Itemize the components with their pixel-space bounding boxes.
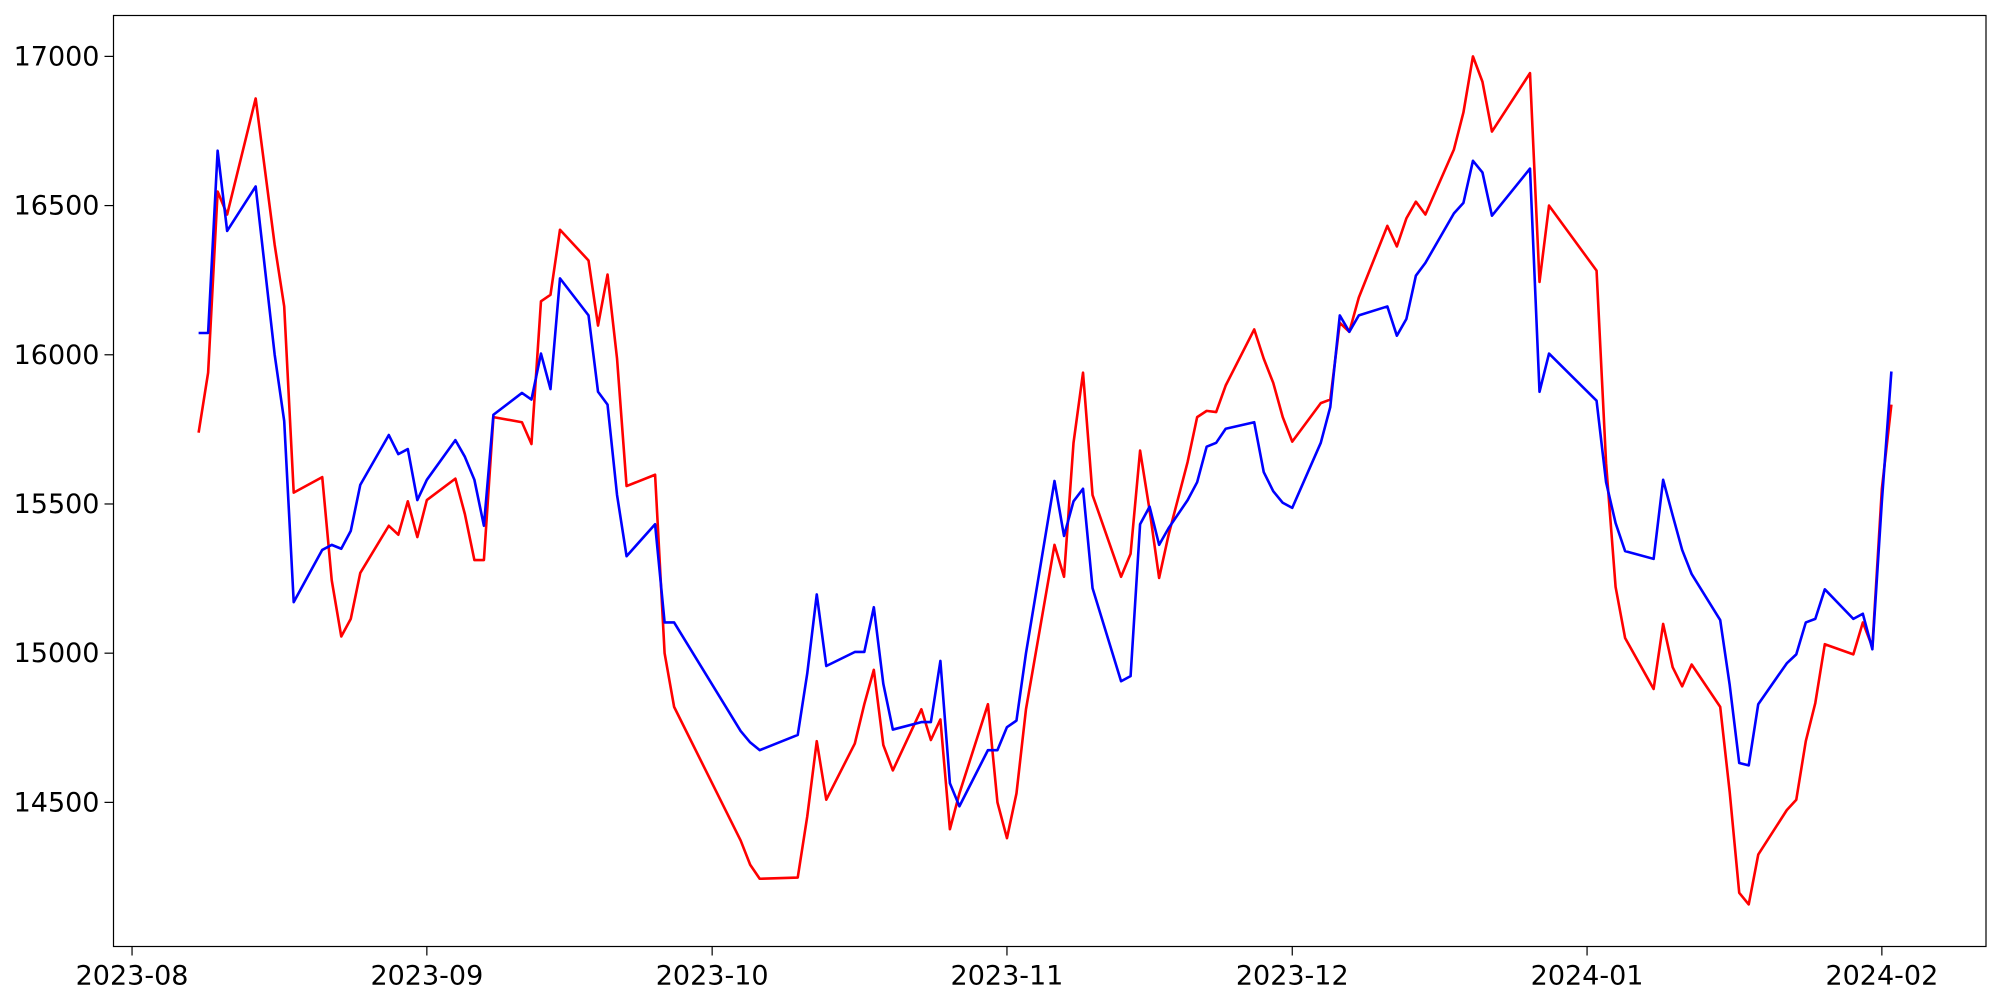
plot-frame	[112, 14, 1987, 948]
y-tick-label: 15000	[14, 638, 100, 669]
series-line	[198, 149, 1893, 808]
x-tick-label: 2023-10	[656, 961, 769, 992]
y-tick-label: 16000	[14, 340, 100, 371]
x-tick-label: 2023-09	[370, 961, 483, 992]
y-tick-label: 17000	[14, 41, 100, 72]
x-tick-label: 2023-08	[76, 961, 189, 992]
x-tick-label: 2024-02	[1825, 961, 1938, 992]
y-tick-label: 16500	[14, 191, 100, 222]
series-line	[197, 55, 1893, 906]
y-tick-label: 15500	[14, 489, 100, 520]
x-tick-label: 2023-11	[951, 961, 1064, 992]
x-tick-label: 2024-01	[1531, 961, 1644, 992]
y-tick-label: 14500	[14, 787, 100, 818]
x-tick-label: 2023-12	[1236, 961, 1349, 992]
